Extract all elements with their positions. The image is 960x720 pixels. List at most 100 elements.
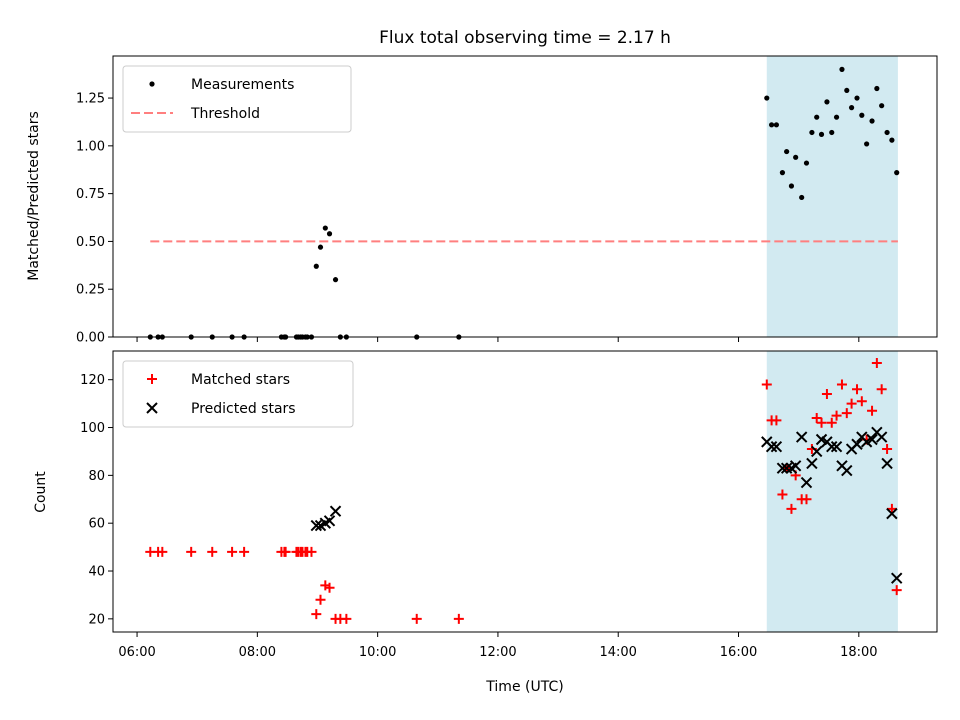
measurement-point: [773, 122, 780, 128]
measurement-point: [824, 99, 830, 105]
predicted-point: [886, 507, 898, 520]
matched-point: [411, 613, 422, 624]
measurement-point: [332, 277, 339, 283]
matched-point: [186, 546, 197, 557]
bottom-series-matched-stars: [145, 357, 902, 624]
matched-point: [777, 489, 788, 500]
measurement-point: [809, 129, 815, 136]
matched-point: [801, 494, 812, 505]
measurement-point: [784, 148, 790, 155]
matched-point: [867, 405, 878, 416]
legend-label: Threshold: [190, 106, 260, 122]
predicted-point: [329, 505, 342, 517]
matched-point: [324, 582, 335, 593]
predicted-point: [780, 462, 793, 474]
measurement-point: [864, 141, 870, 147]
matched-point: [852, 384, 863, 395]
legend-box: [122, 65, 352, 133]
predicted-point: [811, 445, 823, 458]
measurement-point: [803, 160, 810, 166]
measurement-point: [874, 85, 880, 92]
legend-box: [122, 360, 354, 428]
matched-point: [846, 398, 857, 409]
predicted-point: [875, 431, 888, 443]
legend-label: Measurements: [191, 77, 294, 93]
measurement-point: [313, 263, 319, 269]
top-y-tick-label: 1.00: [76, 139, 105, 154]
predicted-point: [795, 431, 808, 443]
matched-point: [876, 384, 887, 395]
x-tick-label: 06:00: [118, 645, 155, 660]
legend-x-icon: [146, 402, 158, 414]
predicted-point: [323, 515, 336, 527]
legend-label: Matched stars: [191, 372, 290, 388]
matched-point: [227, 546, 238, 557]
matched-point: [761, 379, 772, 390]
top-shaded-region: [766, 56, 898, 337]
predicted-point: [826, 440, 838, 453]
x-tick-label: 14:00: [599, 645, 636, 660]
measurement-point: [829, 129, 835, 136]
matched-point: [891, 585, 902, 596]
measurement-point: [799, 194, 805, 201]
bottom-y-tick-label: 60: [88, 517, 105, 532]
x-tick-label: 18:00: [840, 645, 877, 660]
predicted-point: [841, 464, 853, 477]
predicted-point: [310, 519, 323, 532]
bottom-y-tick-label: 100: [80, 421, 105, 436]
measurement-point: [839, 66, 845, 72]
matched-point: [826, 417, 837, 428]
measurement-point: [854, 95, 860, 101]
top-panel: 0.00 0.25 0.50 0.75 1.00 1.25 Measurements Thre…: [76, 55, 938, 346]
predicted-point: [890, 572, 903, 584]
measurement-point: [818, 131, 825, 137]
measurement-point: [879, 103, 885, 109]
measurement-point: [889, 137, 895, 143]
bottom-series-predicted-stars: [310, 426, 903, 584]
matched-point: [315, 594, 326, 605]
bottom-y-tick-label: 120: [80, 373, 105, 388]
matched-point: [841, 408, 852, 419]
matched-point: [207, 546, 218, 557]
matched-point: [157, 546, 168, 557]
predicted-point: [789, 460, 802, 472]
matched-point: [856, 396, 867, 407]
predicted-point: [765, 440, 778, 453]
bottom-axes-frame: [112, 350, 938, 633]
top-y-tick-label: 0.75: [76, 187, 105, 202]
measurement-point: [793, 154, 799, 160]
matched-point: [886, 503, 897, 514]
matched-point: [311, 609, 322, 620]
x-tick-label: 10:00: [359, 645, 396, 660]
top-y-tick-label: 0.50: [76, 235, 105, 250]
chart-title: Flux total observing time = 2.17 h: [379, 28, 671, 48]
measurement-point: [848, 105, 855, 111]
bottom-legend: Matched stars Predicted stars: [122, 360, 354, 428]
x-tick-label: 12:00: [479, 645, 516, 660]
measurement-point: [788, 183, 795, 189]
predicted-point: [866, 433, 878, 446]
matched-point: [771, 415, 782, 426]
predicted-point: [851, 438, 863, 450]
measurement-point: [764, 95, 770, 101]
measurement-point: [884, 129, 890, 136]
top-legend: Measurements Threshold: [122, 65, 352, 133]
matched-point: [280, 546, 291, 557]
measurement-point: [859, 112, 865, 118]
bottom-y-axis-label: Count: [33, 471, 49, 513]
matched-point: [821, 389, 832, 400]
bottom-y-tick-label: 40: [88, 565, 105, 580]
bottom-panel: 20 40 60 80 100 120 06:00 08:00 10:00 12:00 14:00 1…: [80, 350, 938, 660]
measurement-point: [869, 118, 875, 124]
measurement-point: [317, 244, 324, 250]
top-axes-frame: [112, 55, 938, 338]
bottom-shaded-region: [766, 351, 898, 632]
predicted-point: [776, 462, 789, 474]
top-y-tick-label: 0.00: [76, 331, 105, 346]
matched-point: [341, 613, 352, 624]
x-tick-label: 16:00: [720, 645, 757, 660]
measurement-point: [894, 170, 900, 176]
predicted-point: [800, 476, 813, 489]
bottom-y-tick-label: 80: [88, 469, 105, 484]
top-y-tick-label: 0.25: [76, 283, 105, 298]
